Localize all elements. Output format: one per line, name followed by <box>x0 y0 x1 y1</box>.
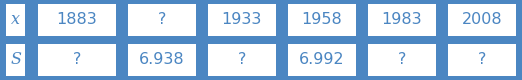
Bar <box>288 44 355 76</box>
Bar <box>128 44 196 76</box>
Bar <box>38 4 115 36</box>
Bar <box>38 44 115 76</box>
Text: ?: ? <box>478 52 486 68</box>
Bar <box>448 44 516 76</box>
Text: 1958: 1958 <box>302 12 342 28</box>
Bar <box>6 44 25 76</box>
Text: ?: ? <box>73 52 81 68</box>
Bar <box>208 44 276 76</box>
Text: S: S <box>10 52 21 68</box>
Bar <box>208 4 276 36</box>
Text: ?: ? <box>158 12 166 28</box>
Bar <box>6 4 25 36</box>
Text: 1933: 1933 <box>222 12 262 28</box>
Text: ?: ? <box>238 52 246 68</box>
Text: 1983: 1983 <box>382 12 422 28</box>
Text: 1883: 1883 <box>56 12 97 28</box>
Bar <box>448 4 516 36</box>
Text: 2008: 2008 <box>461 12 502 28</box>
Bar <box>288 4 355 36</box>
Bar <box>368 44 436 76</box>
Text: ?: ? <box>398 52 406 68</box>
Text: x: x <box>11 12 20 28</box>
Text: 6.938: 6.938 <box>139 52 185 68</box>
Bar <box>128 4 196 36</box>
Bar <box>368 4 436 36</box>
Text: 6.992: 6.992 <box>299 52 345 68</box>
